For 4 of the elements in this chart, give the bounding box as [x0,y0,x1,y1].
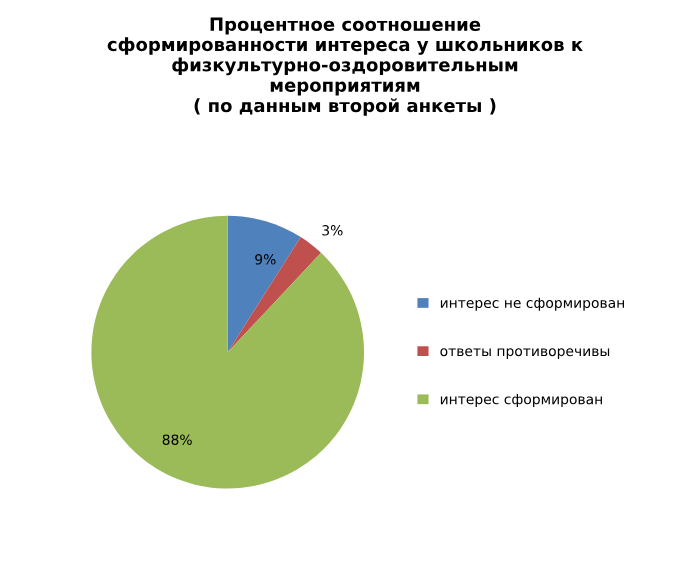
chart-title: Процентное соотношение сформированности интереса у школьников к физкультурно-оздоровительным мероприятиям ( по данным второй анкеты ) [107,17,583,116]
pie-slice [91,215,365,489]
pie-slice [227,237,322,353]
pie-slice [227,215,301,353]
